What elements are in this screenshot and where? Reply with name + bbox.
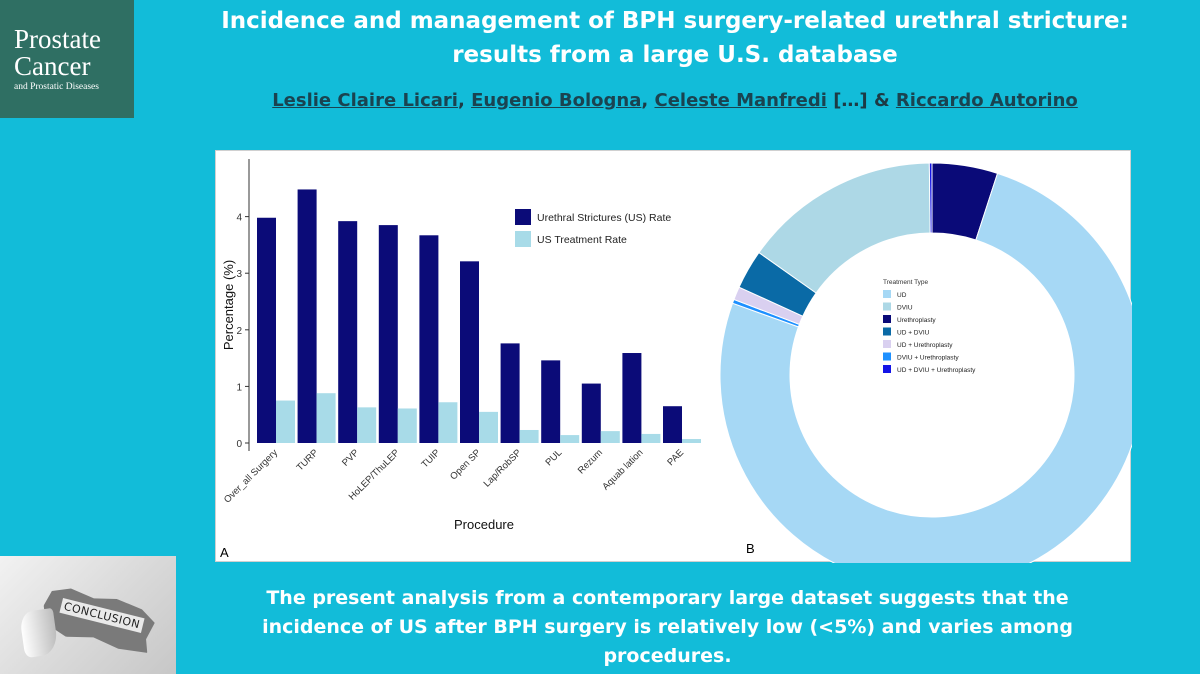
bar-treatment-rate [560,435,580,443]
donut-legend-swatch [883,315,891,323]
y-tick-label: 1 [236,382,242,393]
panel-a-label: A [220,545,229,560]
bar-us-rate [541,360,561,443]
x-tick-label: Rezum [576,447,605,476]
bar-us-rate [378,225,398,443]
bar-treatment-rate [682,439,701,443]
conclusion-image: CONCLUSION [0,556,176,674]
donut-legend-label: DVIU + Urethroplasty [897,355,959,362]
conclusion-summary: The present analysis from a contemporary… [200,584,1135,671]
bar-us-rate [663,406,682,443]
paper-title: Incidence and management of BPH surgery-… [150,4,1200,72]
bar-us-rate [500,343,520,443]
bar-legend: Urethral Strictures (US) Rate US Treatme… [515,209,671,247]
donut-chart-panel-b: Treatment Type UD DVIU Urethroplasty UD + D… [719,162,1132,563]
x-tick-label: Over_all Surgery [222,447,280,505]
y-tick-label: 0 [236,439,242,450]
bar-us-rate [419,235,439,443]
y-tick-label: 2 [236,326,242,337]
y-axis-label: Percentage (%) [221,260,236,350]
journal-name-line2: Cancer [14,51,91,81]
author-link-bologna[interactable]: Eugenio Bologna [471,90,642,111]
x-tick-label: TURP [295,447,321,473]
legend-swatch-us-rate [515,209,531,225]
title-line1: Incidence and management of BPH surgery-… [221,8,1129,34]
bar-treatment-rate [357,407,377,443]
bar-us-rate [297,189,317,443]
legend-label-us-rate: Urethral Strictures (US) Rate [537,212,671,224]
donut-legend-label: UD + DVIU [897,330,930,337]
author-link-manfredi[interactable]: Celeste Manfredi [654,90,827,111]
x-tick-label: PAE [665,447,686,468]
bar-treatment-rate [276,400,295,443]
donut-legend-swatch [883,352,891,361]
author-link-licari[interactable]: Leslie Claire Licari [272,90,458,111]
bar-treatment-rate [641,433,661,443]
bar-treatment-rate [479,411,498,443]
y-ticks: 0 1 2 3 4 [236,213,249,450]
donut-slice-ud [719,172,1132,563]
x-tick-label: PUL [543,447,564,468]
x-tick-label: Open SP [448,447,483,482]
x-axis-label: Procedure [454,517,514,532]
donut-legend-label: UD + DVIU + Urethroplasty [897,367,976,374]
donut-slices [719,162,1132,563]
summary-line1: The present analysis from a contemporary… [266,587,1069,609]
bar-treatment-rate [397,408,417,443]
bar-treatment-rate [438,402,458,443]
panel-b-label: B [746,541,755,556]
bar-treatment-rate [600,431,620,443]
bar-us-rate [622,353,642,443]
summary-line3: procedures. [603,645,732,667]
bar-treatment-rate [519,429,539,443]
y-tick-label: 3 [236,269,242,280]
donut-legend-swatch [883,365,891,373]
y-tick-label: 4 [236,213,242,224]
author-ellipsis[interactable]: […] [833,90,868,111]
donut-legend-swatch [883,290,891,298]
journal-logo: Prostate Cancer and Prostatic Diseases [0,0,134,118]
donut-legend-label: Urethroplasty [897,317,936,324]
donut-legend-label: UD + Urethroplasty [897,342,953,349]
donut-legend-swatch [883,327,891,336]
journal-name-line1: Prostate [14,24,101,54]
x-tick-label: Aquab lation [600,447,645,492]
title-line2: results from a large U.S. database [452,42,898,68]
bar-treatment-rate [316,393,336,443]
donut-legend-label: DVIU [897,305,913,312]
x-tick-label: PVP [340,447,361,468]
bar-series [257,189,701,443]
bar-us-rate [581,383,601,443]
legend-label-treatment-rate: US Treatment Rate [537,234,627,246]
x-tick-label: Lap/RobSP [482,447,524,489]
donut-legend: Treatment Type UD DVIU Urethroplasty UD + D… [883,279,976,374]
bar-us-rate [460,261,479,443]
journal-name-line3: and Prostatic Diseases [14,82,99,92]
donut-legend-swatch [883,340,891,348]
donut-legend-label: UD [897,292,907,299]
x-tick-label: TUIP [419,447,442,470]
bar-us-rate [338,221,358,443]
donut-legend-swatch [883,302,891,311]
author-list: Leslie Claire Licari, Eugenio Bologna, C… [272,90,1078,111]
donut-legend-title: Treatment Type [883,279,929,286]
author-link-autorino[interactable]: Riccardo Autorino [895,90,1078,111]
donut-slice-ud-dviu-urethroplasty [928,162,933,234]
legend-swatch-treatment-rate [515,231,531,247]
summary-line2: incidence of US after BPH surgery is rel… [262,616,1073,638]
bar-us-rate [257,217,276,443]
paper-curl-shape [18,607,60,659]
author-ampersand: & [873,90,890,111]
